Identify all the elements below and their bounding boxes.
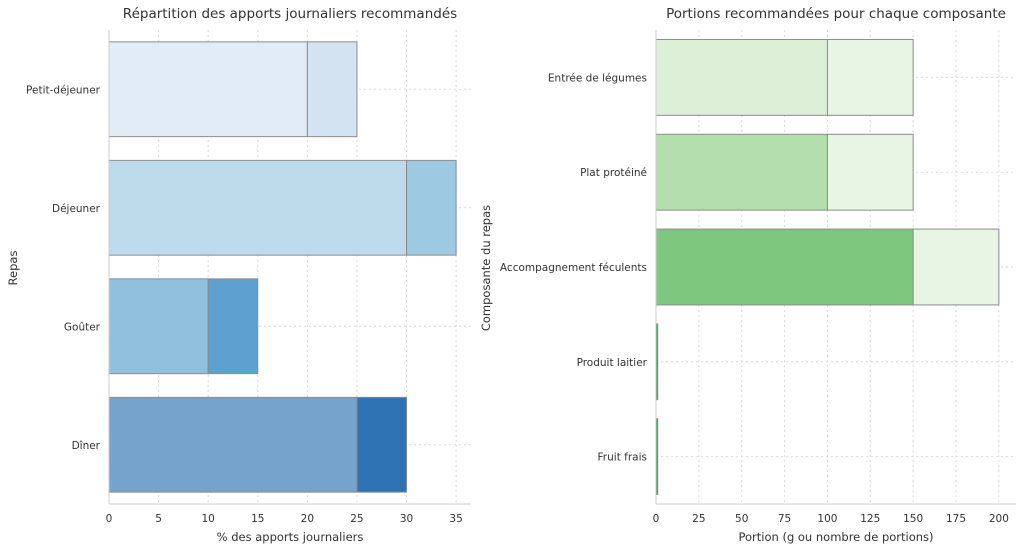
y-tick-label: Déjeuner: [52, 203, 101, 215]
chart-meal-distribution: Répartition des apports journaliers reco…: [6, 6, 471, 544]
x-tick-label: 20: [301, 513, 314, 525]
bar-segment-base: [655, 38, 828, 116]
bar-segment-extra: [826, 38, 914, 116]
x-tick-label: 0: [106, 513, 113, 525]
x-tick-label: 15: [251, 513, 264, 525]
y-tick-label: Produit laitier: [577, 357, 648, 369]
chart-portion-sizes: Portions recommandées pour chaque compos…: [479, 6, 1016, 544]
x-tick-label: 5: [155, 513, 162, 525]
y-axis-label: Repas: [6, 251, 20, 286]
bar-segment-extra: [406, 159, 457, 256]
x-tick-label: 175: [946, 513, 966, 525]
x-tick-label: 50: [735, 513, 748, 525]
bar-segment-base: [108, 396, 358, 493]
y-tick-label: Goûter: [64, 321, 101, 333]
x-tick-label: 25: [350, 513, 363, 525]
x-tick-label: 30: [400, 513, 413, 525]
bar-segment-extra: [912, 228, 1000, 306]
y-tick-label: Fruit frais: [598, 452, 647, 464]
bar-segment-base: [655, 133, 828, 211]
bar-segment-base: [108, 41, 308, 138]
x-tick-label: 10: [201, 513, 214, 525]
chart-title: Répartition des apports journaliers reco…: [123, 6, 457, 22]
x-tick-label: 25: [692, 513, 705, 525]
bar-segment-base: [655, 228, 914, 306]
y-tick-label: Entrée de légumes: [548, 72, 647, 84]
bar-segment-base: [108, 159, 408, 256]
x-tick-label: 35: [449, 513, 462, 525]
y-tick-label: Dîner: [72, 440, 101, 452]
x-tick-label: 125: [860, 513, 880, 525]
y-tick-label: Petit-déjeuner: [26, 84, 101, 96]
bar-segment-extra: [207, 278, 259, 375]
bar-segment-extra: [826, 133, 914, 211]
bar-segment-base: [108, 278, 209, 375]
y-tick-label: Accompagnement féculents: [500, 262, 647, 274]
x-axis-label: % des apports journaliers: [217, 530, 364, 544]
x-tick-label: 75: [778, 513, 791, 525]
chart-title: Portions recommandées pour chaque compos…: [666, 6, 1006, 22]
x-tick-label: 100: [817, 513, 837, 525]
x-tick-label: 200: [989, 513, 1009, 525]
x-axis-label: Portion (g ou nombre de portions): [738, 530, 933, 544]
y-tick-label: Plat protéiné: [580, 167, 647, 179]
bar-segment-extra: [306, 41, 358, 138]
x-tick-label: 150: [903, 513, 923, 525]
y-axis-label: Composante du repas: [479, 205, 493, 331]
bar-segment-extra: [356, 396, 408, 493]
x-tick-label: 0: [653, 513, 660, 525]
